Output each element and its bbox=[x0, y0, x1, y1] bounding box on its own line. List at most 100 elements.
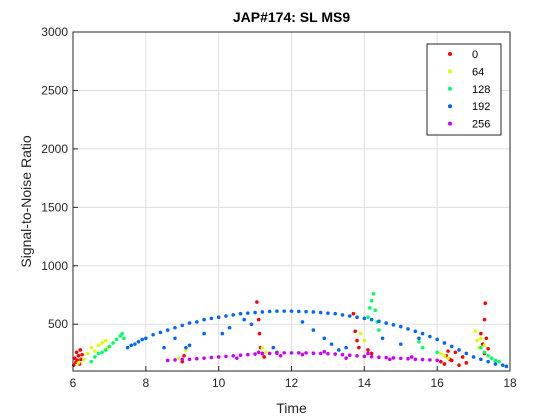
data-point bbox=[413, 357, 418, 362]
data-point bbox=[255, 300, 259, 304]
data-point bbox=[377, 328, 381, 332]
data-point bbox=[362, 354, 367, 359]
data-point bbox=[479, 331, 483, 336]
data-point bbox=[471, 355, 476, 359]
data-point bbox=[74, 350, 79, 355]
data-point bbox=[282, 351, 287, 355]
data-point bbox=[497, 359, 501, 364]
data-point bbox=[282, 309, 287, 313]
data-point bbox=[289, 309, 294, 313]
data-point bbox=[473, 329, 478, 334]
data-point bbox=[442, 341, 447, 345]
data-point bbox=[369, 317, 374, 322]
data-point bbox=[300, 320, 305, 324]
data-point bbox=[78, 348, 83, 352]
axis-ticks: 6 8 10 12 14 16 18 500 1000 1500 2000 2500 3000 bbox=[41, 25, 517, 390]
x-tick-label: 12 bbox=[285, 376, 299, 390]
data-point bbox=[304, 309, 308, 314]
data-point bbox=[344, 356, 348, 360]
data-point bbox=[428, 334, 432, 339]
data-point bbox=[428, 358, 432, 362]
data-point bbox=[442, 362, 447, 366]
data-point bbox=[460, 355, 465, 359]
data-point bbox=[439, 359, 443, 364]
data-point bbox=[253, 352, 257, 356]
x-tick-label: 16 bbox=[430, 376, 444, 390]
data-point bbox=[340, 352, 345, 357]
data-point bbox=[377, 355, 381, 360]
data-point bbox=[483, 301, 488, 306]
data-point bbox=[367, 306, 372, 310]
data-point bbox=[96, 351, 101, 356]
legend-box bbox=[426, 43, 502, 136]
data-point bbox=[209, 355, 214, 360]
data-point bbox=[187, 357, 192, 362]
data-point bbox=[165, 328, 170, 332]
series-64 bbox=[76, 329, 487, 365]
data-point bbox=[100, 350, 104, 355]
data-point bbox=[76, 354, 81, 358]
data-point bbox=[133, 342, 137, 346]
data-point bbox=[184, 345, 188, 350]
data-point bbox=[267, 309, 272, 314]
data-point bbox=[311, 310, 316, 314]
data-point bbox=[180, 323, 185, 328]
data-point bbox=[475, 338, 480, 343]
data-point bbox=[398, 356, 403, 361]
data-point bbox=[93, 355, 97, 359]
data-point bbox=[103, 348, 108, 352]
data-point bbox=[80, 352, 84, 357]
data-point bbox=[489, 356, 494, 360]
legend-label: 128 bbox=[472, 84, 490, 96]
y-tick-label: 3000 bbox=[41, 25, 68, 39]
data-point bbox=[391, 323, 396, 327]
data-point bbox=[195, 356, 199, 361]
data-point bbox=[173, 325, 177, 330]
data-point bbox=[333, 311, 338, 316]
y-tick-label: 1000 bbox=[41, 259, 68, 273]
series-256 bbox=[165, 349, 439, 363]
x-tick-label: 18 bbox=[503, 376, 517, 390]
data-point bbox=[122, 336, 126, 341]
data-point bbox=[82, 357, 86, 362]
data-point bbox=[136, 339, 141, 344]
data-point bbox=[180, 357, 185, 362]
data-point bbox=[417, 336, 421, 341]
legend-marker bbox=[448, 86, 452, 91]
data-point bbox=[486, 354, 490, 358]
data-point bbox=[493, 358, 498, 363]
data-point bbox=[304, 351, 308, 355]
data-point bbox=[89, 359, 94, 364]
data-point bbox=[89, 345, 94, 350]
data-point bbox=[311, 351, 316, 356]
legend-marker bbox=[448, 69, 452, 74]
data-point bbox=[227, 325, 232, 330]
data-point bbox=[300, 352, 305, 357]
data-point bbox=[420, 331, 425, 336]
chart-title: JAP#174: SL MS9 bbox=[233, 9, 350, 25]
data-point bbox=[493, 362, 498, 366]
data-point bbox=[371, 292, 376, 296]
legend-marker bbox=[448, 52, 452, 56]
data-point bbox=[369, 351, 374, 356]
data-point bbox=[435, 350, 439, 355]
data-point bbox=[262, 355, 266, 359]
legend-label: 256 bbox=[472, 119, 490, 131]
data-point bbox=[242, 317, 246, 322]
data-point bbox=[391, 356, 396, 360]
data-point bbox=[187, 343, 192, 348]
data-point bbox=[373, 308, 378, 313]
data-point bbox=[435, 337, 439, 342]
data-point bbox=[482, 343, 487, 348]
x-tick-label: 8 bbox=[142, 376, 149, 390]
data-point bbox=[406, 356, 410, 361]
data-point bbox=[347, 314, 352, 318]
legend-marker bbox=[448, 104, 452, 109]
data-point bbox=[366, 348, 370, 352]
data-point bbox=[484, 336, 489, 341]
data-point bbox=[275, 309, 279, 313]
data-point bbox=[275, 351, 279, 356]
data-point bbox=[417, 339, 421, 344]
